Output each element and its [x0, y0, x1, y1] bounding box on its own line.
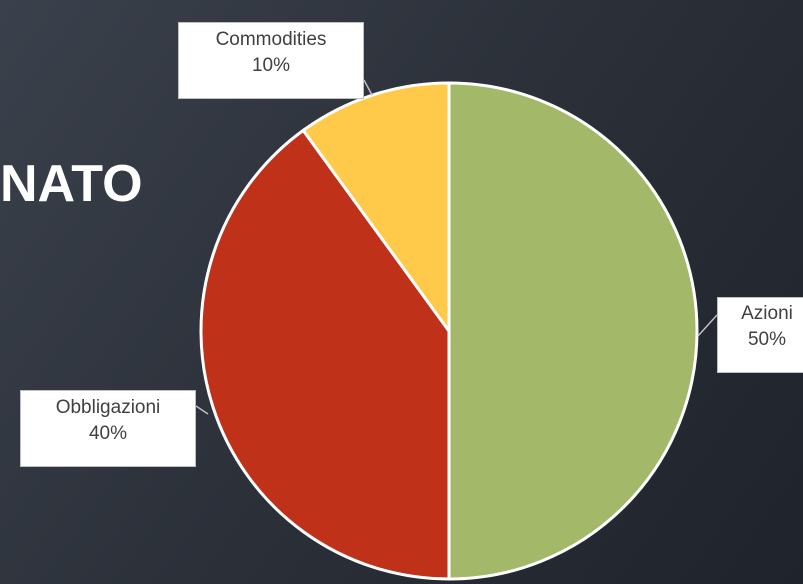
data-label-commodities-value: 10% — [251, 55, 291, 76]
label-leader-lines — [195, 79, 718, 415]
leader-line-obbligazioni — [195, 405, 209, 415]
data-label-commodities-name: Commodities — [215, 29, 327, 50]
data-label-commodities: Commodities 10% — [178, 22, 364, 99]
data-label-obbligazioni-name: Obbligazioni — [55, 397, 161, 418]
data-label-azioni-value: 50% — [747, 329, 787, 350]
pie-slice-commodities — [301, 81, 451, 333]
leader-line-azioni — [697, 314, 718, 337]
pie-slice-obbligazioni — [199, 128, 451, 581]
data-label-obbligazioni-value: 40% — [88, 423, 128, 444]
pie-slice-azioni — [447, 81, 699, 581]
leader-line-commodities — [363, 79, 373, 96]
pie-slices — [199, 81, 699, 581]
data-label-obbligazioni: Obbligazioni 40% — [20, 390, 196, 467]
slide-title-fragment: NATO — [0, 155, 143, 213]
data-label-azioni: Azioni 50% — [717, 297, 803, 373]
data-label-azioni-name: Azioni — [741, 303, 793, 324]
